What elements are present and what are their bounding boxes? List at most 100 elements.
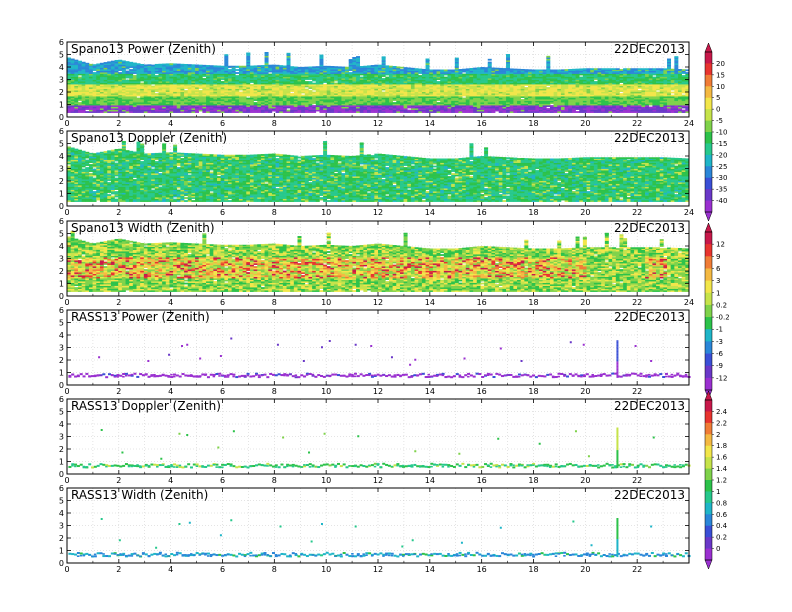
heatmap-cell <box>180 85 185 88</box>
heatmap-cell <box>96 111 101 113</box>
heatmap-cell <box>184 76 189 79</box>
heatmap-cell <box>129 108 134 110</box>
heatmap-cell <box>107 85 112 88</box>
heatmap-cell <box>187 73 192 76</box>
heatmap-cell <box>121 78 126 80</box>
heatmap-cell <box>615 68 620 71</box>
heatmap-cell <box>77 94 82 97</box>
heatmap-cell <box>176 88 181 91</box>
heatmap-cell <box>187 79 192 82</box>
heatmap-cell <box>67 61 71 64</box>
heatmap-cell <box>195 66 200 68</box>
heatmap-cell <box>96 72 101 74</box>
heatmap-cell <box>173 93 178 95</box>
heatmap-cell <box>132 93 137 95</box>
heatmap-cell <box>88 105 93 107</box>
heatmap-cell <box>184 84 189 86</box>
heatmap-cell <box>154 111 159 113</box>
heatmap-cell <box>154 109 159 112</box>
heatmap-cell <box>88 67 93 70</box>
heatmap-cell <box>118 69 123 71</box>
heatmap-cell <box>180 82 185 85</box>
heatmap-cell <box>169 63 174 66</box>
heatmap-cell <box>67 108 71 110</box>
heatmap-cell <box>392 66 397 68</box>
heatmap-cell <box>77 81 82 83</box>
heatmap-cell <box>158 102 163 104</box>
heatmap-cell <box>74 63 79 65</box>
heatmap-cell <box>169 99 174 101</box>
heatmap-cell <box>107 102 112 104</box>
heatmap-cell <box>74 73 79 76</box>
heatmap-cell <box>151 102 156 104</box>
heatmap-cell <box>147 90 152 92</box>
heatmap-cell <box>96 94 101 97</box>
heatmap-cell <box>151 108 156 110</box>
heatmap-cell <box>129 69 134 71</box>
heatmap-cell <box>85 75 90 77</box>
heatmap-cell <box>195 73 200 76</box>
heatmap-cell <box>77 67 82 70</box>
heatmap-cell <box>198 85 203 88</box>
heatmap-cell <box>81 61 86 64</box>
heatmap-cell <box>469 68 474 70</box>
heatmap-cell <box>132 105 137 107</box>
heatmap-cell <box>96 73 101 76</box>
heatmap-cell <box>206 111 210 113</box>
heatmap-cell <box>96 96 101 98</box>
heatmap-cell <box>103 67 108 70</box>
heatmap-cell <box>275 64 280 67</box>
heatmap-cell <box>67 97 71 100</box>
heatmap-cell <box>132 70 137 73</box>
heatmap-cell <box>293 66 298 69</box>
heatmap-cell <box>132 90 137 92</box>
heatmap-cell <box>169 82 174 85</box>
heatmap-cell <box>67 67 71 70</box>
heatmap-cell <box>136 90 141 92</box>
heatmap-cell <box>169 108 174 110</box>
heatmap-cell <box>125 97 130 100</box>
heatmap-cell <box>103 69 108 71</box>
heatmap-cell <box>184 91 189 94</box>
heatmap-cell <box>121 64 126 67</box>
heatmap-cell <box>110 99 115 101</box>
heatmap-cell <box>136 73 141 76</box>
heatmap-cell <box>67 87 71 89</box>
heatmap-cell <box>125 102 130 104</box>
heatmap-cell <box>121 106 126 109</box>
heatmap-cell <box>206 70 210 73</box>
heatmap-cell <box>125 70 130 73</box>
heatmap-cell <box>158 79 163 82</box>
heatmap-cell <box>121 111 126 113</box>
heatmap-cell <box>67 105 71 107</box>
heatmap-cell <box>586 68 591 71</box>
heatmap-cell <box>118 111 123 113</box>
heatmap-cell <box>323 65 328 68</box>
heatmap-cell <box>77 79 82 82</box>
heatmap-cell <box>191 78 196 80</box>
heatmap-cell <box>118 78 123 80</box>
heatmap-cell <box>77 84 82 86</box>
heatmap-cell <box>110 67 115 70</box>
heatmap-cell <box>85 76 90 79</box>
heatmap-cell <box>206 78 210 80</box>
heatmap-cell <box>96 91 101 94</box>
heatmap-cell <box>180 106 185 109</box>
heatmap-cell <box>114 73 119 76</box>
heatmap-cell <box>195 81 200 83</box>
heatmap-cell <box>158 100 163 103</box>
heatmap-cell <box>590 68 595 71</box>
heatmap-cell <box>143 72 148 74</box>
heatmap-cell <box>121 81 126 83</box>
heatmap-cell <box>553 69 558 72</box>
heatmap-cell <box>147 103 152 106</box>
heatmap-cell <box>147 85 152 88</box>
heatmap-cell <box>70 64 75 67</box>
heatmap-cell <box>337 66 342 69</box>
heatmap-cell <box>92 91 97 94</box>
heatmap-cell <box>77 70 82 73</box>
heatmap-cell <box>107 82 112 85</box>
heatmap-cell <box>96 102 101 104</box>
heatmap-cell <box>92 84 97 86</box>
heatmap-cell <box>99 109 104 112</box>
